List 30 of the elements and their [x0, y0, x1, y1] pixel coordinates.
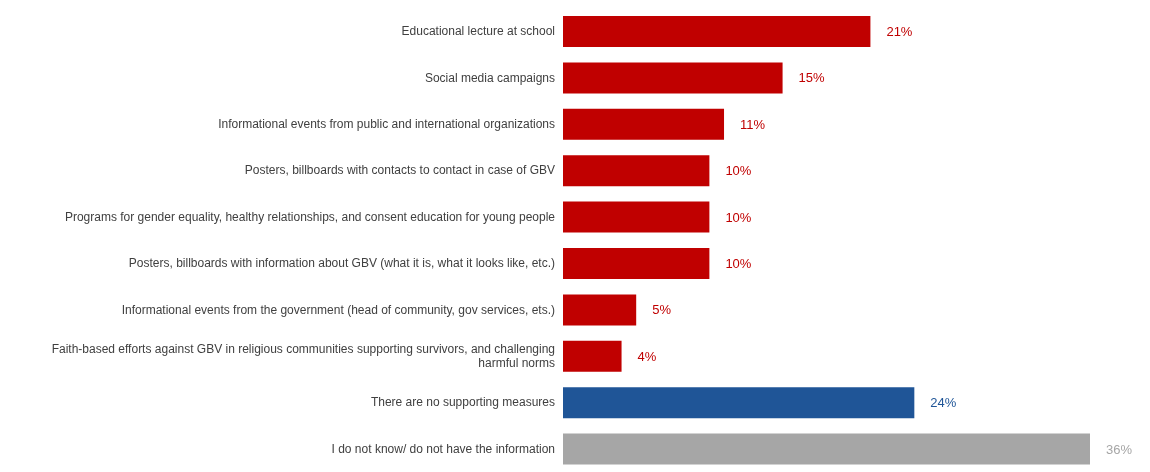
y-tick-label: Faith-based efforts against GBV in religious communities supporting survivors, and challenging harmful norms [51, 342, 555, 370]
y-tick-label: I do not know/ do not have the information [331, 441, 555, 456]
y-tick-label: Social media campaigns [424, 70, 555, 85]
data-label: 24% [930, 395, 957, 411]
y-tick-label: There are no supporting measures [370, 395, 555, 410]
bar [563, 108, 725, 140]
data-label: 15% [798, 70, 826, 86]
bar [563, 62, 783, 94]
bar [563, 248, 710, 279]
y-tick-label: Educational lecture at school [401, 24, 555, 39]
bar [563, 155, 710, 187]
y-tick-label: Informational events from public and international organizations [218, 117, 555, 131]
y-tick-label: Informational events from the government (head of community, gov services, ets.) [121, 302, 555, 317]
y-tick-label: Posters, billboards with contacts to contact in case of GBV [244, 163, 555, 178]
data-label: 36% [1106, 441, 1133, 457]
bar [563, 340, 622, 372]
bar [563, 387, 915, 419]
y-tick-label: Posters, billboards with information about GBV (what it is, what it looks like, etc.) [128, 256, 555, 271]
data-label: 10% [725, 256, 752, 271]
y-tick-label: Programs for gender equality, healthy relationships, and consent education for young people [64, 209, 556, 224]
bar [563, 294, 637, 326]
data-label: 5% [652, 302, 672, 318]
data-label: 10% [725, 209, 752, 225]
data-label: 4% [637, 348, 657, 364]
data-label: 21% [886, 24, 913, 39]
data-label: 10% [725, 163, 752, 179]
bar [563, 433, 1090, 465]
data-label: 11% [740, 116, 766, 132]
bar [563, 16, 871, 47]
bar [563, 201, 710, 233]
